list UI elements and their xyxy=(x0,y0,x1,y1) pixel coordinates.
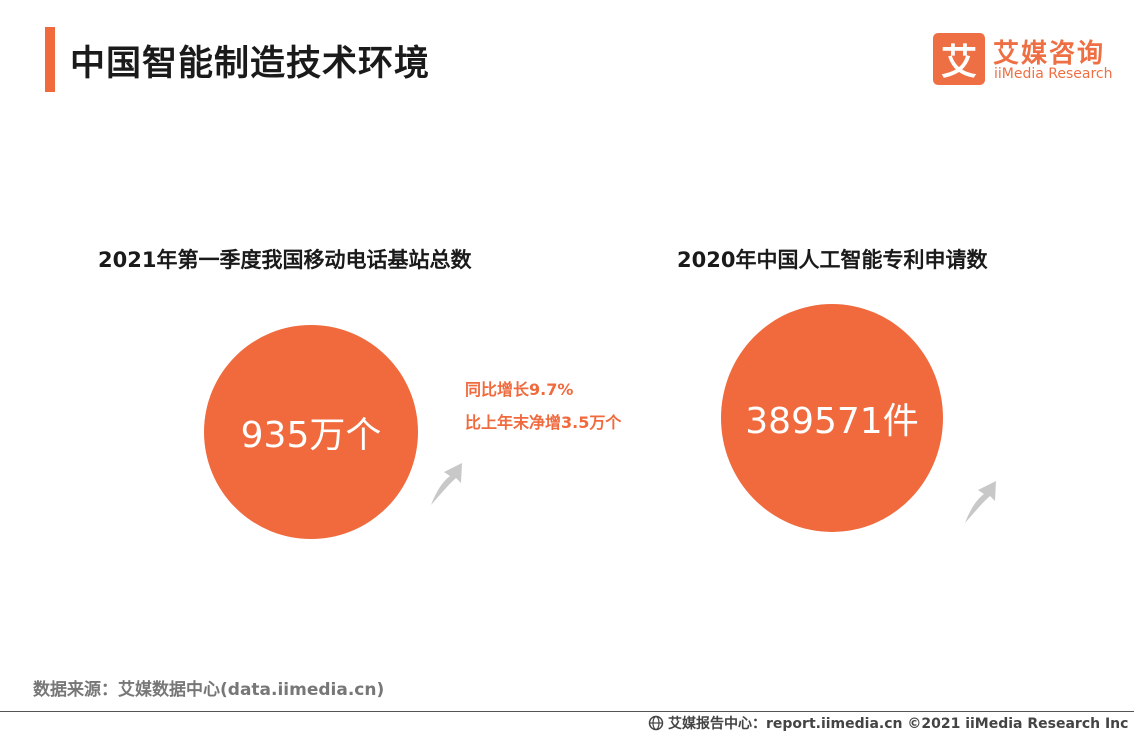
page-title: 中国智能制造技术环境 xyxy=(70,44,431,84)
metric-circle-base-stations: 935万个 xyxy=(204,325,418,539)
data-source: 数据来源：艾媒数据中心(data.iimedia.cn) xyxy=(33,680,385,700)
up-arrow-icon xyxy=(431,463,462,505)
footer-text: 艾媒报告中心：report.iimedia.cn ©2021 iiMedia R… xyxy=(668,716,1129,732)
footer: 艾媒报告中心：report.iimedia.cn ©2021 iiMedia R… xyxy=(648,713,1128,733)
iimedia-logo: 艾 艾媒咨询 iiMedia Research xyxy=(933,33,1123,85)
logo-name-en: iiMedia Research xyxy=(994,66,1113,82)
growth-yoy: 同比增长9.7% xyxy=(465,380,574,399)
footer-divider xyxy=(0,711,1134,712)
growth-net-increase: 比上年末净增3.5万个 xyxy=(465,413,622,432)
title-accent-bar xyxy=(45,27,55,92)
logo-name-cn: 艾媒咨询 xyxy=(993,39,1106,69)
metric-value-ai-patents: 389571件 xyxy=(745,401,919,442)
metric-title-base-stations: 2021年第一季度我国移动电话基站总数 xyxy=(98,248,472,272)
metric-value-base-stations: 935万个 xyxy=(240,415,382,456)
metric-title-ai-patents: 2020年中国人工智能专利申请数 xyxy=(677,248,988,272)
logo-mark: 艾 xyxy=(933,33,985,85)
metric-circle-ai-patents: 389571件 xyxy=(721,304,943,532)
up-arrow-icon xyxy=(965,481,996,523)
globe-icon xyxy=(648,715,664,731)
